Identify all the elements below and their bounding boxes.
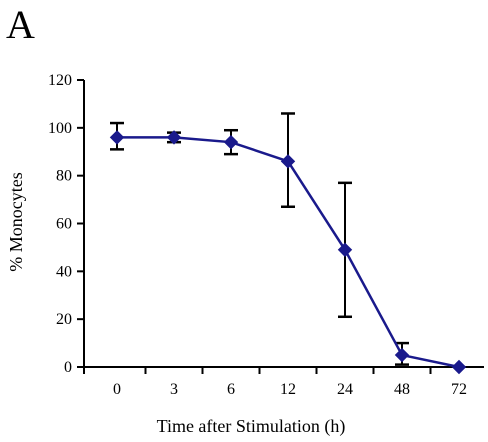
y-tick-label: 40 xyxy=(56,263,72,280)
data-point-marker xyxy=(280,154,296,169)
data-point-marker xyxy=(394,347,410,363)
x-tick-label: 12 xyxy=(280,381,296,398)
data-point-marker xyxy=(451,359,467,375)
x-tick-label: 72 xyxy=(451,381,467,398)
panel-label: A xyxy=(6,2,35,47)
y-tick-label: 60 xyxy=(56,216,72,233)
y-axis-title: % Monocytes xyxy=(6,172,26,271)
x-tick-label: 6 xyxy=(227,381,235,398)
x-tick-label: 24 xyxy=(337,381,353,398)
data-point-marker xyxy=(337,242,353,258)
y-axis: 0 20 40 60 80 100 120 xyxy=(48,72,85,376)
x-axis: 0 3 6 12 24 48 72 xyxy=(83,366,484,398)
data-point-marker xyxy=(223,134,239,150)
data-point-marker xyxy=(166,130,182,145)
y-tick-label: 20 xyxy=(56,311,72,328)
y-tick-label: 0 xyxy=(64,359,72,376)
x-axis-title: Time after Stimulation (h) xyxy=(157,416,346,437)
y-tick-label: 80 xyxy=(56,168,72,185)
y-tick-label: 100 xyxy=(48,120,72,137)
y-tick-label: 120 xyxy=(48,72,72,89)
x-tick-label: 0 xyxy=(113,381,121,398)
x-tick-label: 48 xyxy=(394,381,410,398)
x-tick-label: 3 xyxy=(170,381,178,398)
data-point-marker xyxy=(109,130,125,145)
series-line-group xyxy=(109,130,467,375)
